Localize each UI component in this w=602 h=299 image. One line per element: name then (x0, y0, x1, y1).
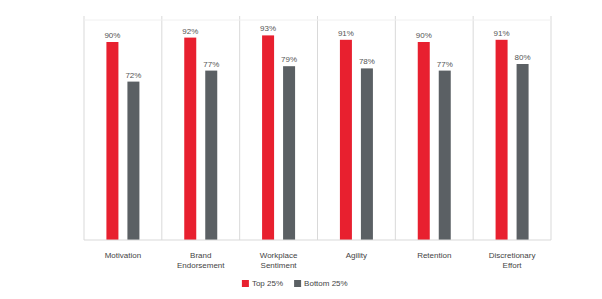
category-label: WorkplaceSentiment (260, 251, 298, 270)
bar (283, 66, 295, 240)
data-label: 92% (182, 27, 198, 36)
data-label: 80% (515, 53, 531, 62)
group-separator (551, 16, 552, 240)
category-label: DiscretionaryEffort (489, 251, 536, 270)
data-label: 72% (125, 71, 141, 80)
bar (439, 71, 451, 240)
data-label: 91% (494, 29, 510, 38)
data-label: 90% (104, 31, 120, 40)
data-label: 77% (437, 60, 453, 69)
legend-swatch (294, 280, 301, 287)
data-label: 91% (338, 29, 354, 38)
legend-label: Bottom 25% (304, 279, 348, 288)
bar (496, 40, 508, 240)
legend-label: Top 25% (252, 279, 283, 288)
data-label: 93% (260, 24, 276, 33)
group-separator (473, 16, 474, 240)
group-separator (239, 16, 240, 240)
bar (106, 42, 118, 240)
bar (205, 71, 217, 240)
bar (340, 40, 352, 240)
data-label: 78% (359, 57, 375, 66)
data-label: 90% (416, 31, 432, 40)
bar (418, 42, 430, 240)
group-separator (395, 16, 396, 240)
group-separator (161, 16, 162, 240)
group-separator (84, 16, 85, 240)
bar (361, 68, 373, 240)
category-label: Agility (346, 251, 367, 260)
range-top (84, 20, 551, 21)
bar (184, 38, 196, 240)
chart: 90% 92% 93% 91% 90% 91% 72% 77% 79% 78% 77% 80% Moti… (0, 0, 602, 299)
bar (517, 64, 529, 240)
bar (127, 82, 139, 240)
data-label: 79% (281, 55, 297, 64)
category-label: BrandEndorsement (177, 251, 225, 270)
group-separator (317, 16, 318, 240)
category-label: Retention (417, 251, 451, 260)
bar (262, 35, 274, 240)
baseline (84, 240, 551, 241)
legend: Top 25% Bottom 25% (242, 279, 348, 288)
data-label: 77% (203, 60, 219, 69)
bars (106, 35, 528, 240)
data-labels: 90% 92% 93% 91% 90% 91% 72% 77% 79% 78% 77% 80% (104, 24, 530, 79)
legend-swatch (242, 280, 249, 287)
category-label: Motivation (105, 251, 141, 260)
